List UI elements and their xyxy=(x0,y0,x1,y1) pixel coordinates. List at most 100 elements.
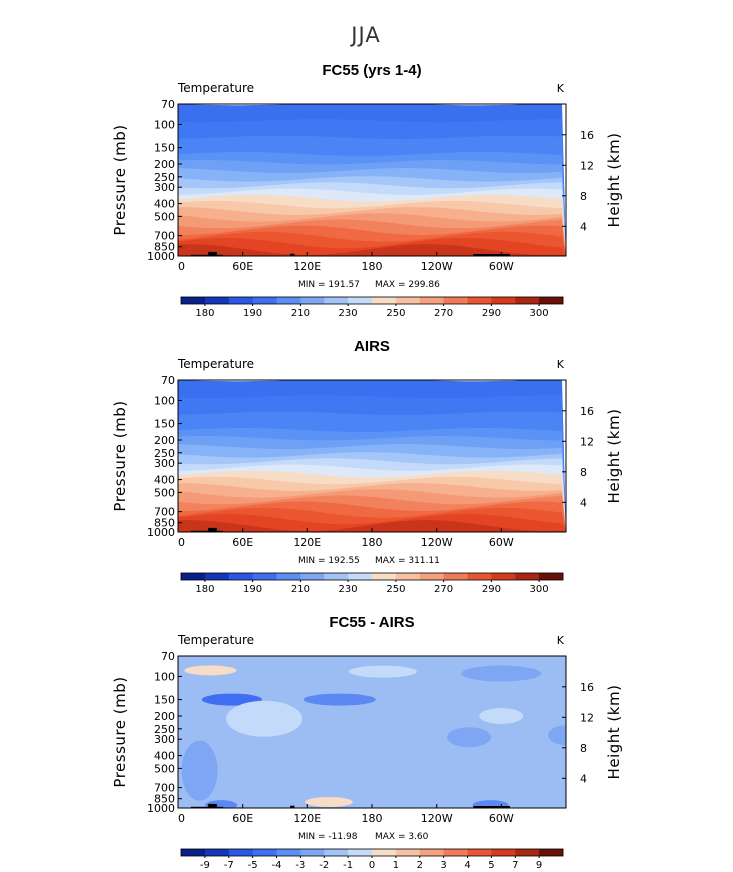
y-tick-label: 100 xyxy=(154,394,175,407)
y-tick-label: 1000 xyxy=(147,250,175,263)
colorbar: 180 190 210 230 250 270 290 300 xyxy=(180,572,564,595)
colorbar-swatch xyxy=(252,573,277,580)
colorbar-swatch xyxy=(491,573,516,580)
panel-title: FC55 - AIRS xyxy=(329,614,414,631)
y-tick-label: 700 xyxy=(154,782,175,795)
anomaly-contour xyxy=(348,665,417,678)
max-label: MAX = 3.60 xyxy=(375,832,429,842)
variable-label: Temperature xyxy=(177,81,254,95)
anomaly-contour xyxy=(461,665,542,682)
y-tick-label: 70 xyxy=(161,650,175,663)
colorbar-label: 2 xyxy=(417,860,423,871)
anomaly-contour xyxy=(184,665,237,676)
height-tick-label: 8 xyxy=(580,742,587,755)
topography-mask xyxy=(208,251,217,256)
colorbar-label: 210 xyxy=(291,584,310,595)
colorbar-swatch xyxy=(443,297,468,304)
anomaly-contour xyxy=(303,693,376,706)
colorbar-swatch xyxy=(324,573,349,580)
colorbar-label: 190 xyxy=(243,308,262,319)
colorbar-swatch xyxy=(181,573,206,580)
y-tick-label: 850 xyxy=(154,793,175,806)
y-tick-label: 70 xyxy=(161,98,175,111)
y-tick-label: 400 xyxy=(154,750,175,763)
height-tick-label: 12 xyxy=(580,159,594,172)
colorbar-label: 4 xyxy=(464,860,470,871)
height-tick-label: 16 xyxy=(580,681,594,694)
y-tick-label: 850 xyxy=(154,517,175,530)
colorbar-label: 270 xyxy=(434,584,453,595)
max-label: MAX = 311.11 xyxy=(375,556,440,566)
panel-title: FC55 (yrs 1-4) xyxy=(322,62,421,79)
y-tick-label: 150 xyxy=(154,418,175,431)
x-tick-label: 120E xyxy=(293,536,321,549)
anomaly-contour xyxy=(226,700,303,737)
colorbar-swatch xyxy=(539,849,564,856)
contour-band xyxy=(178,244,566,256)
colorbar-swatch xyxy=(515,297,540,304)
height-tick-label: 12 xyxy=(580,711,594,724)
colorbar-label: -9 xyxy=(200,860,210,871)
colorbar-swatch xyxy=(491,849,516,856)
figure-title: JJA xyxy=(349,23,380,47)
topography-mask xyxy=(473,806,510,808)
y-tick-label: 250 xyxy=(154,447,175,460)
panel-1: FC55 (yrs 1-4)Temperature K70100150200250… xyxy=(111,62,623,319)
x-tick-label: 60E xyxy=(232,812,253,825)
min-label: MIN = -11.98 xyxy=(298,832,358,842)
topography-mask xyxy=(290,805,295,808)
colorbar: 180 190 210 230 250 270 290 300 xyxy=(180,296,564,319)
colorbar-label: 1 xyxy=(393,860,399,871)
colorbar-swatch xyxy=(348,849,373,856)
colorbar-swatch xyxy=(443,573,468,580)
colorbar-swatch xyxy=(419,849,444,856)
anomaly-contour xyxy=(447,727,491,748)
min-label: MIN = 191.57 xyxy=(298,280,360,290)
y-tick-label: 300 xyxy=(154,457,175,470)
height-tick-label: 16 xyxy=(580,129,594,142)
x-tick-label: 60W xyxy=(489,260,514,273)
y-axis-title: Pressure (mb) xyxy=(111,124,129,235)
colorbar-swatch xyxy=(252,849,277,856)
colorbar-swatch xyxy=(515,573,540,580)
topography-mask xyxy=(190,254,224,256)
colorbar-swatch xyxy=(395,297,421,304)
colorbar-swatch xyxy=(515,849,540,856)
colorbar-label: 300 xyxy=(530,584,549,595)
anomaly-contour xyxy=(181,740,218,801)
x-tick-label: 60E xyxy=(232,536,253,549)
y-tick-label: 500 xyxy=(154,762,175,775)
y-tick-label: 250 xyxy=(154,723,175,736)
x-tick-label: 60W xyxy=(489,536,514,549)
colorbar-label: 3 xyxy=(440,860,446,871)
colorbar-swatch xyxy=(181,849,206,856)
colorbar-label: -7 xyxy=(224,860,234,871)
y-tick-label: 300 xyxy=(154,181,175,194)
anomaly-contour xyxy=(201,693,262,706)
colorbar-label: -1 xyxy=(343,860,353,871)
units-label: K xyxy=(557,634,565,647)
colorbar-label: 270 xyxy=(434,308,453,319)
y-tick-label: 200 xyxy=(154,434,175,447)
plot-field xyxy=(178,380,566,532)
height-tick-label: 4 xyxy=(580,220,587,233)
colorbar-label: 250 xyxy=(386,308,405,319)
colorbar-label: -2 xyxy=(319,860,329,871)
anomaly-contour xyxy=(472,800,509,808)
y-tick-label: 200 xyxy=(154,158,175,171)
colorbar-swatch xyxy=(228,297,253,304)
y-tick-label: 500 xyxy=(154,486,175,499)
colorbar-swatch xyxy=(300,297,325,304)
height-tick-label: 16 xyxy=(580,405,594,418)
plot-field xyxy=(178,104,566,256)
anomaly-contour xyxy=(548,725,566,746)
colorbar-swatch xyxy=(181,297,206,304)
y-tick-label: 500 xyxy=(154,210,175,223)
colorbar-swatch xyxy=(395,849,421,856)
units-label: K xyxy=(557,358,565,371)
colorbar-swatch xyxy=(228,849,253,856)
colorbar-swatch xyxy=(372,849,397,856)
colorbar-swatch xyxy=(324,297,349,304)
